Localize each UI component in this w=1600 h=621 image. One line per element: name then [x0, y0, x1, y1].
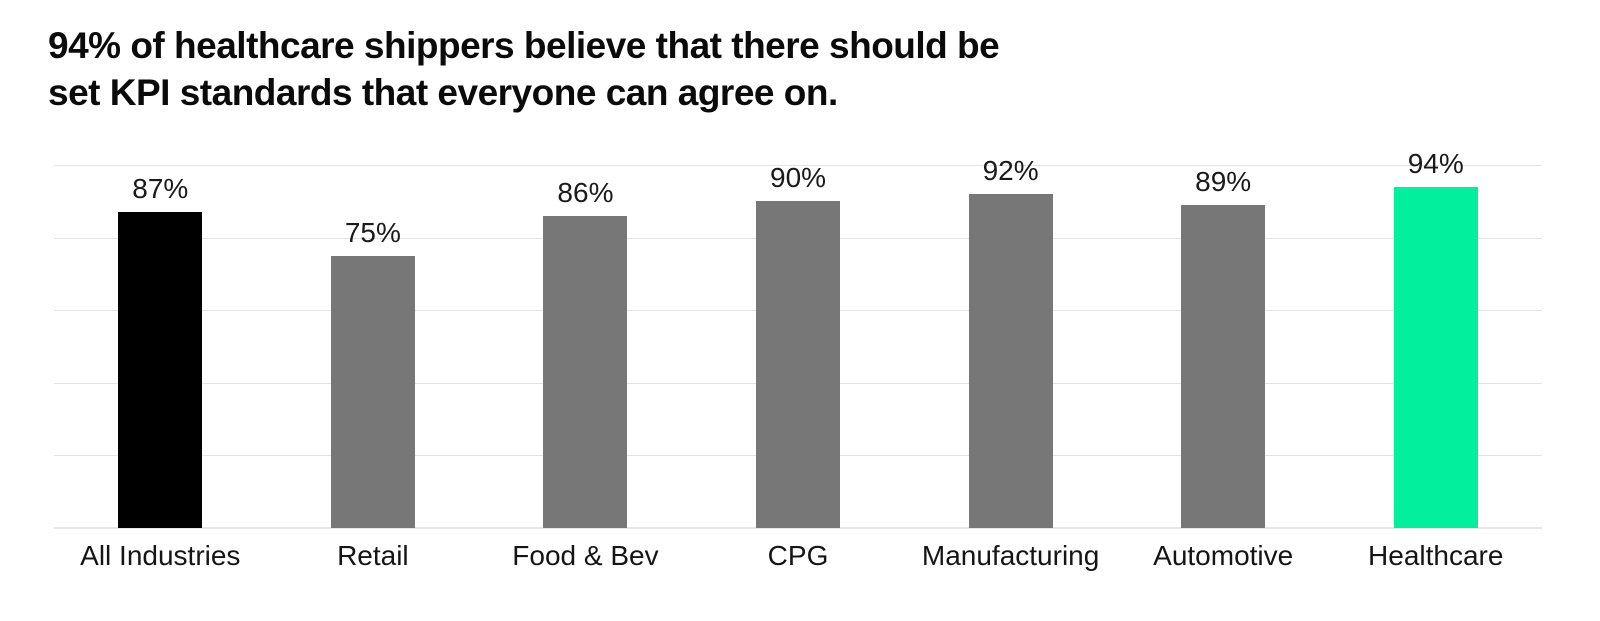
bars-container: 87% 75% 86% 90% 92% 89% 94% — [54, 148, 1542, 528]
bar — [756, 201, 841, 528]
x-axis-line — [54, 527, 1542, 529]
bar — [1181, 205, 1266, 528]
bar — [968, 194, 1053, 528]
bar-group: 87% — [54, 165, 267, 528]
bar-group: 92% — [904, 155, 1117, 528]
x-axis-category-label: Retail — [337, 540, 409, 571]
bar — [543, 216, 628, 528]
chart-title: 94% of healthcare shippers believe that … — [48, 22, 1000, 116]
bar-group: 90% — [692, 162, 905, 528]
bar-group: 89% — [1117, 165, 1330, 528]
bar — [330, 256, 415, 528]
bar-value-label: 90% — [770, 162, 827, 193]
bar-value-label: 92% — [982, 155, 1039, 186]
x-axis-category-label: Food & Bev — [512, 540, 659, 571]
bar-value-label: 94% — [1407, 148, 1464, 179]
bar-group: 86% — [479, 165, 692, 528]
bar — [118, 212, 203, 528]
bar-value-label: 86% — [557, 177, 614, 208]
bar-value-label: 89% — [1195, 166, 1252, 197]
chart-title-line-1: 94% of healthcare shippers believe that … — [48, 25, 1000, 66]
x-axis-category-label: Manufacturing — [921, 540, 1100, 571]
x-axis-category-label: CPG — [767, 540, 829, 571]
bar-value-label: 75% — [344, 217, 401, 248]
bar-chart-plot-area: 87% 75% 86% 90% 92% 89% 94% — [54, 148, 1542, 529]
bar — [1393, 187, 1478, 528]
gridline — [54, 165, 1542, 166]
bar-value-label: 87% — [132, 173, 189, 204]
x-axis-category-label: All Industries — [80, 540, 241, 571]
bar-group: 94% — [1329, 148, 1542, 528]
x-axis-labels: All Industries Retail Food & Bev CPG Man… — [54, 540, 1542, 572]
x-axis-category-label: Healthcare — [1368, 540, 1504, 571]
bar-group: 75% — [267, 165, 480, 528]
x-axis-category-label: Automotive — [1153, 540, 1294, 571]
chart-title-line-2: set KPI standards that everyone can agre… — [48, 72, 838, 113]
